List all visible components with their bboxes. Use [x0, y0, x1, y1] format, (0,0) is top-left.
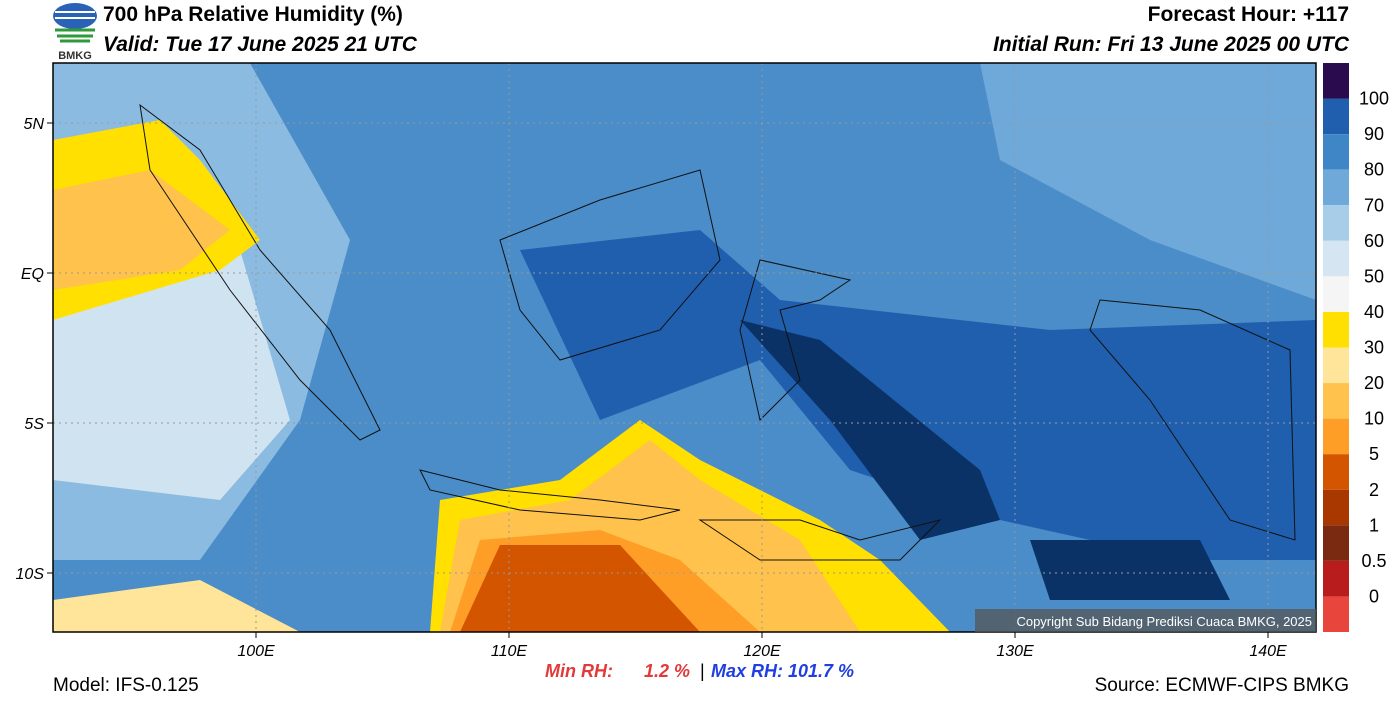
logo: BMKG [53, 3, 97, 62]
lon-label: 100E [237, 643, 275, 660]
lat-label: 5S [24, 416, 44, 433]
title: 700 hPa Relative Humidity (%) [103, 3, 403, 26]
separator: | [700, 661, 705, 681]
colorbar-swatch [1323, 560, 1349, 597]
colorbar-swatch [1323, 276, 1349, 312]
valid-time: Valid: Tue 17 June 2025 21 UTC [103, 33, 418, 56]
colorbar-label: 10 [1364, 409, 1384, 429]
min-value: 1.2 % [644, 661, 690, 681]
map-frame [52, 62, 1317, 633]
lon-label: 110E [491, 643, 528, 660]
colorbar-label: 80 [1364, 160, 1384, 180]
forecast-hour: Forecast Hour: +117 [1148, 3, 1349, 26]
lon-label: 140E [1249, 643, 1287, 660]
model: Model: IFS-0.125 [53, 675, 199, 696]
copyright: Copyright Sub Bidang Prediksi Cuaca BMKG… [1016, 614, 1312, 629]
map-field [53, 63, 1316, 632]
colorbar-swatch [1323, 347, 1349, 384]
colorbar-swatch [1323, 205, 1349, 241]
colorbar-label: 60 [1364, 231, 1384, 251]
colorbar-swatch [1323, 383, 1349, 419]
colorbar-label: 50 [1364, 266, 1384, 286]
lat-label: 10S [16, 566, 45, 583]
colorbar: 100 90 80 70 60 50 40 30 20 10 5 2 1 0.5 0 [1323, 63, 1389, 632]
max-value: Max RH: 101.7 % [711, 661, 854, 681]
source: Source: ECMWF-CIPS BMKG [1095, 675, 1349, 696]
colorbar-label: 40 [1364, 302, 1384, 322]
colorbar-swatch [1323, 418, 1349, 455]
colorbar-swatch [1323, 489, 1349, 526]
colorbar-swatch [1323, 596, 1349, 632]
colorbar-label: 0 [1369, 586, 1379, 606]
colorbar-swatch [1323, 454, 1349, 490]
colorbar-swatch [1323, 98, 1349, 135]
colorbar-swatch [1323, 311, 1349, 348]
colorbar-label: 20 [1364, 373, 1384, 393]
logo-text: BMKG [58, 50, 92, 62]
colorbar-swatch [1323, 525, 1349, 561]
colorbar-swatch [1323, 169, 1349, 206]
colorbar-label: 100 [1359, 89, 1389, 109]
colorbar-top [1323, 63, 1349, 99]
lat-label: EQ [21, 266, 44, 283]
colorbar-label: 2 [1369, 480, 1379, 500]
lon-label: 120E [743, 643, 781, 660]
colorbar-label: 70 [1364, 195, 1384, 215]
colorbar-label: 1 [1369, 515, 1379, 535]
min-label: Min RH: [545, 661, 613, 681]
initial-run: Initial Run: Fri 13 June 2025 00 UTC [993, 33, 1350, 56]
colorbar-label: 90 [1364, 124, 1384, 144]
colorbar-label: 0.5 [1361, 551, 1386, 571]
copyright-box [975, 609, 1316, 632]
colorbar-label: 30 [1364, 338, 1384, 358]
colorbar-label: 5 [1369, 444, 1379, 464]
colorbar-swatch [1323, 240, 1349, 277]
graticule: 5N EQ 5S 10S 100E 110E 120E 130E 140E [16, 63, 1316, 660]
colorbar-swatch [1323, 134, 1349, 170]
lon-label: 130E [996, 643, 1034, 660]
lat-label: 5N [24, 116, 45, 133]
